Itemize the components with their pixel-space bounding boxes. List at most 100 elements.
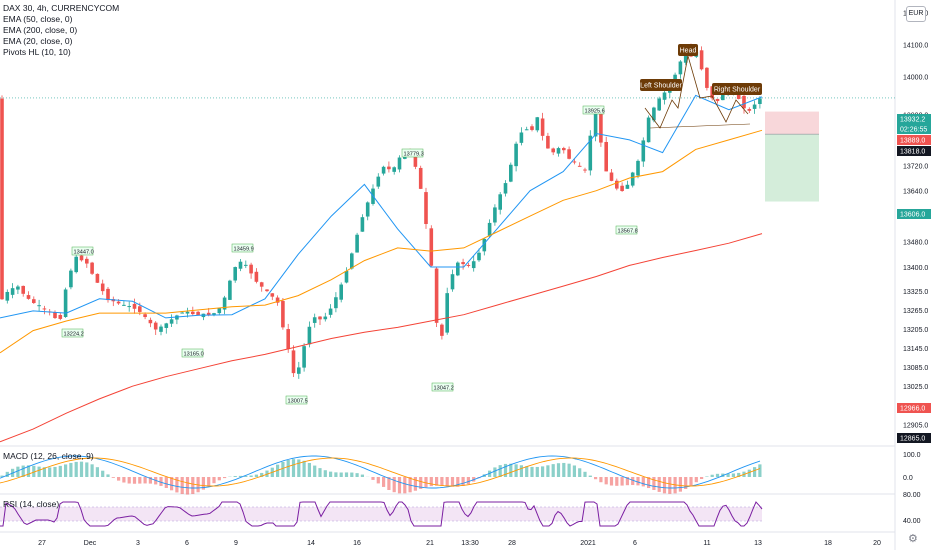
time-tick-label: 14 <box>307 540 315 547</box>
candle-body <box>233 267 237 280</box>
candle-body <box>165 323 169 328</box>
time-tick-label: 21 <box>426 540 434 547</box>
macd-histogram-bar <box>53 467 56 477</box>
macd-histogram-bar <box>493 467 496 477</box>
candle-body <box>53 312 57 318</box>
macd-histogram-bar <box>467 477 470 484</box>
macd-histogram-bar <box>75 462 78 477</box>
macd-histogram-bar <box>48 467 51 477</box>
macd-histogram-bar <box>106 474 109 477</box>
macd-histogram-bar <box>64 464 67 477</box>
macd-histogram-bar <box>329 472 332 477</box>
macd-histogram-bar <box>318 468 321 477</box>
macd-histogram-bar <box>594 477 597 479</box>
gear-icon[interactable]: ⚙ <box>908 532 918 545</box>
macd-histogram-bar <box>679 477 682 492</box>
macd-histogram-bar <box>462 477 465 486</box>
candle-body <box>69 271 73 288</box>
candle-body <box>461 262 465 264</box>
candle-body <box>90 263 94 274</box>
macd-histogram-bar <box>334 472 337 477</box>
macd-histogram-bar <box>520 465 523 477</box>
macd-histogram-bar <box>377 477 380 483</box>
macd-histogram-bar <box>758 464 761 477</box>
candle-body <box>567 149 571 159</box>
macd-histogram-bar <box>144 477 147 483</box>
pivot-label: 13447.0 <box>74 250 94 256</box>
currency-badge[interactable]: EUR <box>906 6 926 22</box>
candle-body <box>583 170 587 171</box>
time-tick-label: 11 <box>703 540 710 547</box>
ema200-legend[interactable]: EMA (200, close, 0) <box>3 25 119 36</box>
candle-body <box>753 105 757 109</box>
time-tick-label: 27 <box>38 540 46 547</box>
time-tick-label: 20 <box>873 540 881 547</box>
macd-legend[interactable]: MACD (12, 26, close, 9) <box>3 451 94 461</box>
time-tick-label: 28 <box>508 540 516 547</box>
macd-histogram-bar <box>414 477 417 491</box>
macd-histogram-bar <box>642 477 645 486</box>
macd-signal-line <box>0 458 760 486</box>
candle-body <box>504 183 508 193</box>
candle-body <box>96 274 100 283</box>
pattern-label: Left Shoulder <box>640 83 682 90</box>
candle-body <box>154 323 158 330</box>
macd-histogram-bar <box>207 477 210 486</box>
macd-histogram-bar <box>297 459 300 477</box>
price-tick-label: 12905.0 <box>903 422 928 429</box>
macd-histogram-bar <box>308 463 311 477</box>
candle-body <box>228 281 232 300</box>
candle-body <box>679 62 683 75</box>
pivots-legend[interactable]: Pivots HL (10, 10) <box>3 47 119 58</box>
candle-body <box>308 327 312 345</box>
candle-body <box>318 317 322 320</box>
macd-histogram-bar <box>218 477 221 480</box>
macd-histogram-bar <box>446 477 449 486</box>
macd-histogram-bar <box>250 476 253 477</box>
macd-histogram-bar <box>748 470 751 477</box>
macd-histogram-bar <box>371 477 374 480</box>
rsi-legend[interactable]: RSI (14, close) <box>3 499 59 509</box>
macd-histogram-bar <box>689 477 692 486</box>
candle-body <box>424 192 428 224</box>
candle-body <box>578 166 582 167</box>
symbol-title[interactable]: DAX 30, 4h, CURRENCYCOM <box>3 3 119 14</box>
candle-body <box>350 253 354 268</box>
macd-histogram-bar <box>621 477 624 486</box>
macd-histogram-bar <box>91 464 94 477</box>
macd-histogram-bar <box>536 467 539 477</box>
candle-body <box>260 282 264 286</box>
ema50-legend[interactable]: EMA (50, close, 0) <box>3 14 119 25</box>
time-tick-label: Dec <box>84 540 97 547</box>
ema20-legend[interactable]: EMA (20, close, 0) <box>3 36 119 47</box>
macd-histogram-bar <box>398 477 401 493</box>
candle-body <box>159 327 163 332</box>
price-tick-label: 13720.0 <box>903 163 928 170</box>
macd-histogram-bar <box>615 477 618 486</box>
rsi-band <box>0 507 762 521</box>
candle-body <box>573 161 577 162</box>
price-tick-label: 13640.0 <box>903 189 928 196</box>
macd-histogram-bar <box>562 463 565 477</box>
candle-body <box>700 50 704 69</box>
candle-body <box>742 96 746 108</box>
time-tick-label: 18 <box>824 540 832 547</box>
macd-histogram-bar <box>705 476 708 477</box>
candle-body <box>32 299 36 303</box>
candle-body <box>620 186 624 191</box>
macd-histogram-bar <box>287 460 290 477</box>
candle-body <box>106 289 110 300</box>
macd-histogram-bar <box>85 462 88 477</box>
macd-histogram-bar <box>700 477 703 479</box>
candle-body <box>21 286 25 294</box>
candle-body <box>472 261 476 268</box>
macd-histogram-bar <box>652 477 655 490</box>
candle-body <box>239 262 243 269</box>
macd-histogram-bar <box>403 477 406 493</box>
macd-histogram-bar <box>80 462 83 477</box>
candle-body <box>345 271 349 283</box>
candle-body <box>302 346 306 367</box>
rsi-tick-label: 40.00 <box>903 518 921 525</box>
